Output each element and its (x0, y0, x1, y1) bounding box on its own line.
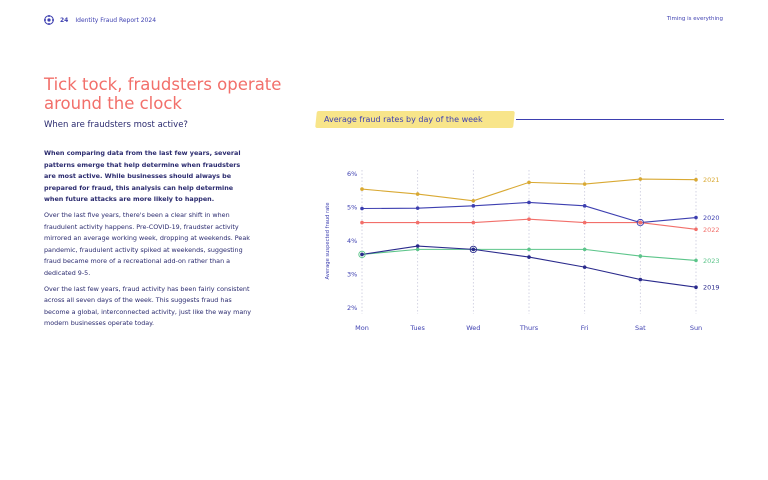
data-point (638, 220, 643, 225)
data-point (638, 177, 643, 181)
x-tick-label: Sat (635, 324, 646, 332)
data-point (527, 247, 531, 252)
data-point (527, 200, 531, 205)
highlight-marker (358, 250, 366, 259)
y-axis-label: Average suspected fraud rate (325, 202, 331, 279)
data-point (582, 247, 587, 252)
page-header: 24 Identity Fraud Report 2024 (44, 15, 156, 25)
x-tick-label: Sun (690, 324, 702, 332)
section-name: Timing is everything (666, 16, 723, 22)
data-point (471, 204, 476, 208)
chart-title-banner: Average fraud rates by day of the week (315, 111, 515, 128)
chart-title: Average fraud rates by day of the week (324, 115, 483, 124)
data-point (360, 206, 364, 211)
data-point (694, 285, 698, 290)
series-line (361, 245, 697, 288)
data-point (694, 258, 698, 263)
series-label: 2022 (703, 226, 720, 234)
series-label: 2021 (703, 176, 720, 184)
data-point (415, 244, 420, 248)
data-point (360, 220, 364, 225)
page-number: 24 (60, 16, 69, 24)
data-point (415, 220, 420, 225)
data-point (415, 247, 420, 252)
paragraph: Over the last five years, there's been a… (44, 210, 250, 277)
data-point (527, 217, 531, 222)
x-tick-label: Tues (409, 324, 425, 332)
data-point (471, 247, 476, 252)
data-point (415, 192, 420, 196)
data-point (638, 254, 643, 258)
report-logo-icon (44, 15, 54, 25)
page-subtitle: When are fraudsters most active? (44, 120, 188, 130)
data-point (638, 277, 643, 282)
data-point (360, 187, 364, 191)
y-tick-label: 4% (347, 237, 357, 245)
data-point (582, 182, 587, 186)
data-point (582, 265, 587, 269)
y-tick-label: 6% (347, 170, 357, 178)
page-title: Tick tock, fraudsters operate around the… (44, 75, 282, 113)
report-title: Identity Fraud Report 2024 (75, 16, 157, 24)
lead-paragraph: When comparing data from the last few ye… (44, 149, 241, 204)
data-point (582, 220, 587, 225)
data-point (415, 206, 420, 210)
series-label: 2020 (703, 214, 720, 222)
highlight-marker (636, 218, 644, 227)
data-point (694, 227, 698, 232)
y-tick-label: 3% (347, 271, 357, 279)
x-tick-label: Fri (581, 324, 589, 332)
series-label: 2019 (703, 284, 720, 292)
paragraph: Over the last few years, fraud activity … (44, 284, 252, 328)
data-point (527, 255, 531, 259)
x-tick-label: Mon (355, 324, 369, 332)
data-point (582, 204, 587, 208)
data-point (471, 220, 476, 225)
y-tick-label: 5% (347, 204, 357, 212)
data-point (471, 199, 476, 203)
data-point (527, 180, 531, 185)
data-point (694, 177, 698, 182)
data-point (360, 252, 364, 257)
highlight-marker (469, 245, 477, 254)
data-point (694, 215, 698, 220)
body-text: When comparing data from the last few ye… (44, 148, 254, 334)
y-tick-label: 2% (347, 304, 357, 312)
x-tick-label: Thurs (519, 324, 539, 332)
divider (516, 119, 724, 120)
series-label: 2023 (703, 257, 720, 265)
x-tick-label: Wed (466, 324, 480, 332)
